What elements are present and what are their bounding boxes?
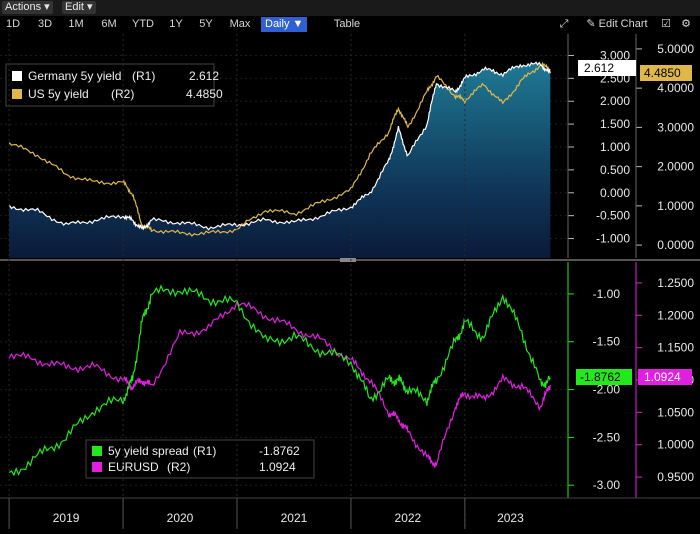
year-tick-label: 2020 bbox=[167, 511, 194, 525]
top-r2-axis: 5.0000 4.0000 3.0000 2.0000 1.0000 0.0000 bbox=[635, 34, 694, 258]
bottom-legend-box bbox=[85, 439, 315, 479]
top-r2-tick-label: 3.0000 bbox=[657, 120, 694, 134]
tf-1y[interactable]: 1Y bbox=[169, 18, 183, 30]
us-legend-swatch bbox=[12, 89, 22, 99]
tf-max[interactable]: Max bbox=[229, 18, 251, 30]
bottom-panel: -1.00 -1.50 -2.00 -2.50 -3.00 1.2500 1.2000 1.… bbox=[0, 262, 694, 498]
tf-ytd[interactable]: YTD bbox=[132, 18, 154, 30]
top-r1-tick-label: -0.500 bbox=[596, 209, 630, 223]
us-5y-yield-line bbox=[8, 61, 551, 237]
edit-chart-button[interactable]: ✎ Edit Chart bbox=[582, 17, 652, 32]
top-r1-tick-label: 2.000 bbox=[600, 94, 630, 108]
tf-6m[interactable]: 6M bbox=[101, 18, 117, 30]
x-axis: 2019 2020 2021 2022 2023 bbox=[0, 34, 700, 529]
eurusd-line bbox=[8, 299, 551, 468]
chart-area: 3.000 2.500 2.000 1.500 1.000 0.500 0.000 -0.50… bbox=[0, 34, 700, 529]
spread-current-value: -1.8762 bbox=[580, 370, 621, 384]
germany-5y-yield-line bbox=[8, 61, 551, 231]
eurusd-legend-axis: (R2) bbox=[167, 460, 190, 474]
germany-legend-value: 2.612 bbox=[189, 69, 219, 83]
spread-legend-axis: (R1) bbox=[193, 444, 216, 458]
top-panel: 3.0002.5002.0001.5001.0000.5000.000-0.50… bbox=[0, 34, 694, 258]
tf-1d[interactable]: 1D bbox=[5, 18, 21, 30]
germany-legend-label: Germany 5y yield bbox=[28, 69, 121, 83]
annotate-icon[interactable]: ☑ bbox=[661, 18, 671, 30]
bottom-r1-tick-label: -1.00 bbox=[593, 287, 621, 301]
us-legend-value: 4.4850 bbox=[186, 87, 223, 101]
bottom-r2-tick-label: 1.2000 bbox=[657, 308, 694, 322]
top-r1-tick-label: -1.000 bbox=[596, 232, 630, 246]
top-r1-tick-label: 1.000 bbox=[600, 140, 630, 154]
bottom-r2-tick-label: 1.1500 bbox=[657, 341, 694, 355]
us-current-tag bbox=[640, 65, 692, 81]
us-current-value: 4.4850 bbox=[644, 66, 681, 80]
bottom-r2-tick-label: 1.2500 bbox=[657, 276, 694, 290]
top-r2-tick-label: 4.0000 bbox=[657, 81, 694, 95]
top-legend: Germany 5y yield (R1) 2.612 US 5y yield … bbox=[5, 63, 223, 107]
tf-3d[interactable]: 3D bbox=[37, 18, 53, 30]
eurusd-legend-value: 1.0924 bbox=[259, 460, 296, 474]
tf-1m[interactable]: 1M bbox=[68, 18, 84, 30]
top-r1-tick-label: 0.500 bbox=[600, 163, 630, 177]
actions-label: Actions bbox=[5, 1, 42, 13]
year-tick-label: 2022 bbox=[395, 511, 422, 525]
pencil-icon: ✎ bbox=[586, 18, 596, 30]
spread-current-tag bbox=[576, 369, 632, 385]
bottom-r1-tick-label: -2.00 bbox=[593, 383, 621, 397]
germany-legend-axis: (R1) bbox=[132, 69, 155, 83]
top-r1-tick-label: 1.500 bbox=[600, 117, 630, 131]
bottom-r1-tick-label: -2.50 bbox=[593, 430, 621, 444]
year-tick-label: 2021 bbox=[281, 511, 308, 525]
timeframe-toolbar: 1D 3D 1M 6M YTD 1Y 5Y Max Daily ▼ Table … bbox=[0, 16, 700, 34]
yield-spread-line bbox=[8, 284, 551, 477]
top-r2-tick-label: 0.0000 bbox=[657, 238, 694, 252]
top-r2-tick-label: 5.0000 bbox=[657, 42, 694, 56]
bottom-r1-axis: -1.00 -1.50 -2.00 -2.50 -3.00 bbox=[567, 262, 621, 498]
eurusd-legend-label: EURUSD bbox=[108, 460, 159, 474]
bottom-r2-tick-label: 1.0000 bbox=[657, 438, 694, 452]
top-r1-tick-label: 0.000 bbox=[600, 186, 630, 200]
germany-current-tag bbox=[578, 60, 636, 76]
table-button[interactable]: Table bbox=[333, 18, 361, 30]
year-tick-label: 2023 bbox=[497, 511, 524, 525]
top-r2-tick-label: 1.0000 bbox=[657, 199, 694, 213]
resize-icon[interactable]: ⤢ bbox=[559, 18, 569, 30]
actions-menu[interactable]: Actions ▾ bbox=[2, 1, 53, 14]
bottom-legend: 5y yield spread (R1) -1.8762 EURUSD (R2)… bbox=[85, 439, 315, 479]
tf-5y[interactable]: 5Y bbox=[199, 18, 213, 30]
menu-bar: Actions ▾ Edit ▾ bbox=[0, 0, 700, 16]
top-r1-axis: 3.0002.5002.0001.5001.0000.5000.000-0.50… bbox=[567, 34, 630, 258]
edit-label: Edit bbox=[65, 1, 84, 13]
bottom-r2-tick-label: 1.0500 bbox=[657, 405, 694, 419]
germany-area-fill bbox=[9, 62, 551, 258]
germany-current-value: 2.612 bbox=[584, 61, 614, 75]
bottom-r2-tick-label: 0.9500 bbox=[657, 470, 694, 484]
bottom-r1-tick-label: -3.00 bbox=[593, 478, 621, 492]
edit-menu[interactable]: Edit ▾ bbox=[62, 1, 96, 14]
spread-legend-label: 5y yield spread bbox=[108, 444, 189, 458]
spread-legend-value: -1.8762 bbox=[259, 444, 300, 458]
frequency-label: Daily bbox=[265, 18, 290, 30]
frequency-dropdown[interactable]: Daily ▼ bbox=[261, 17, 308, 32]
settings-icon[interactable]: ⚙ bbox=[681, 18, 691, 30]
top-legend-box bbox=[5, 63, 215, 107]
eurusd-current-value: 1.0924 bbox=[644, 370, 681, 384]
bottom-r1-tick-label: -1.50 bbox=[593, 335, 621, 349]
top-r1-tick-label: 3.000 bbox=[600, 48, 630, 62]
eurusd-legend-swatch bbox=[92, 462, 102, 472]
top-r2-tick-label: 2.0000 bbox=[657, 160, 694, 174]
chart-svg[interactable]: 3.0002.5002.0001.5001.0000.5000.000-0.50… bbox=[0, 34, 700, 529]
germany-legend-swatch bbox=[12, 71, 22, 81]
edit-chart-label: Edit Chart bbox=[598, 18, 648, 30]
spread-legend-swatch bbox=[92, 446, 102, 456]
us-legend-label: US 5y yield bbox=[28, 87, 89, 101]
eurusd-current-tag bbox=[638, 369, 692, 385]
year-tick-label: 2019 bbox=[53, 511, 80, 525]
panel-resize-handle[interactable] bbox=[340, 258, 356, 262]
